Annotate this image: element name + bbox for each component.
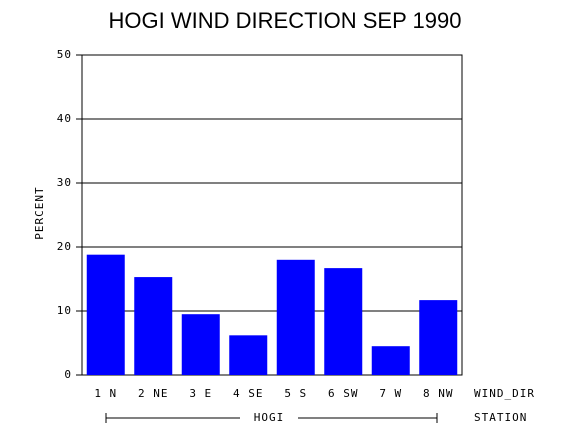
bar — [134, 277, 173, 375]
x-axis-label: WIND_DIR — [474, 387, 535, 400]
y-tick-label: 10 — [57, 304, 72, 317]
group-label: HOGI — [254, 411, 285, 424]
bar — [419, 300, 458, 375]
bar — [371, 346, 410, 375]
x-tick-label: 3 E — [189, 387, 212, 400]
x-tick-label: 6 SW — [328, 387, 359, 400]
x-tick-label: 4 SE — [233, 387, 264, 400]
x-tick-label: 5 S — [284, 387, 307, 400]
group-bracket — [105, 413, 438, 423]
bar — [181, 314, 220, 375]
x-tick-label: 7 W — [379, 387, 402, 400]
chart-title: HOGI WIND DIRECTION SEP 1990 — [109, 8, 462, 33]
bar — [324, 268, 363, 375]
y-tick-label: 30 — [57, 176, 72, 189]
y-tick-label: 50 — [57, 48, 72, 61]
y-tick-label: 0 — [64, 368, 72, 381]
y-axis-label: PERCENT — [33, 186, 46, 239]
y-tick-label: 20 — [57, 240, 72, 253]
y-tick-label: 40 — [57, 112, 72, 125]
x-tick-label: 8 NW — [423, 387, 454, 400]
x-tick-label: 1 N — [94, 387, 117, 400]
x-tick-label: 2 NE — [138, 387, 169, 400]
bar — [276, 259, 315, 375]
bar — [86, 254, 125, 375]
group-axis-label: STATION — [474, 411, 527, 424]
bar — [229, 335, 268, 375]
